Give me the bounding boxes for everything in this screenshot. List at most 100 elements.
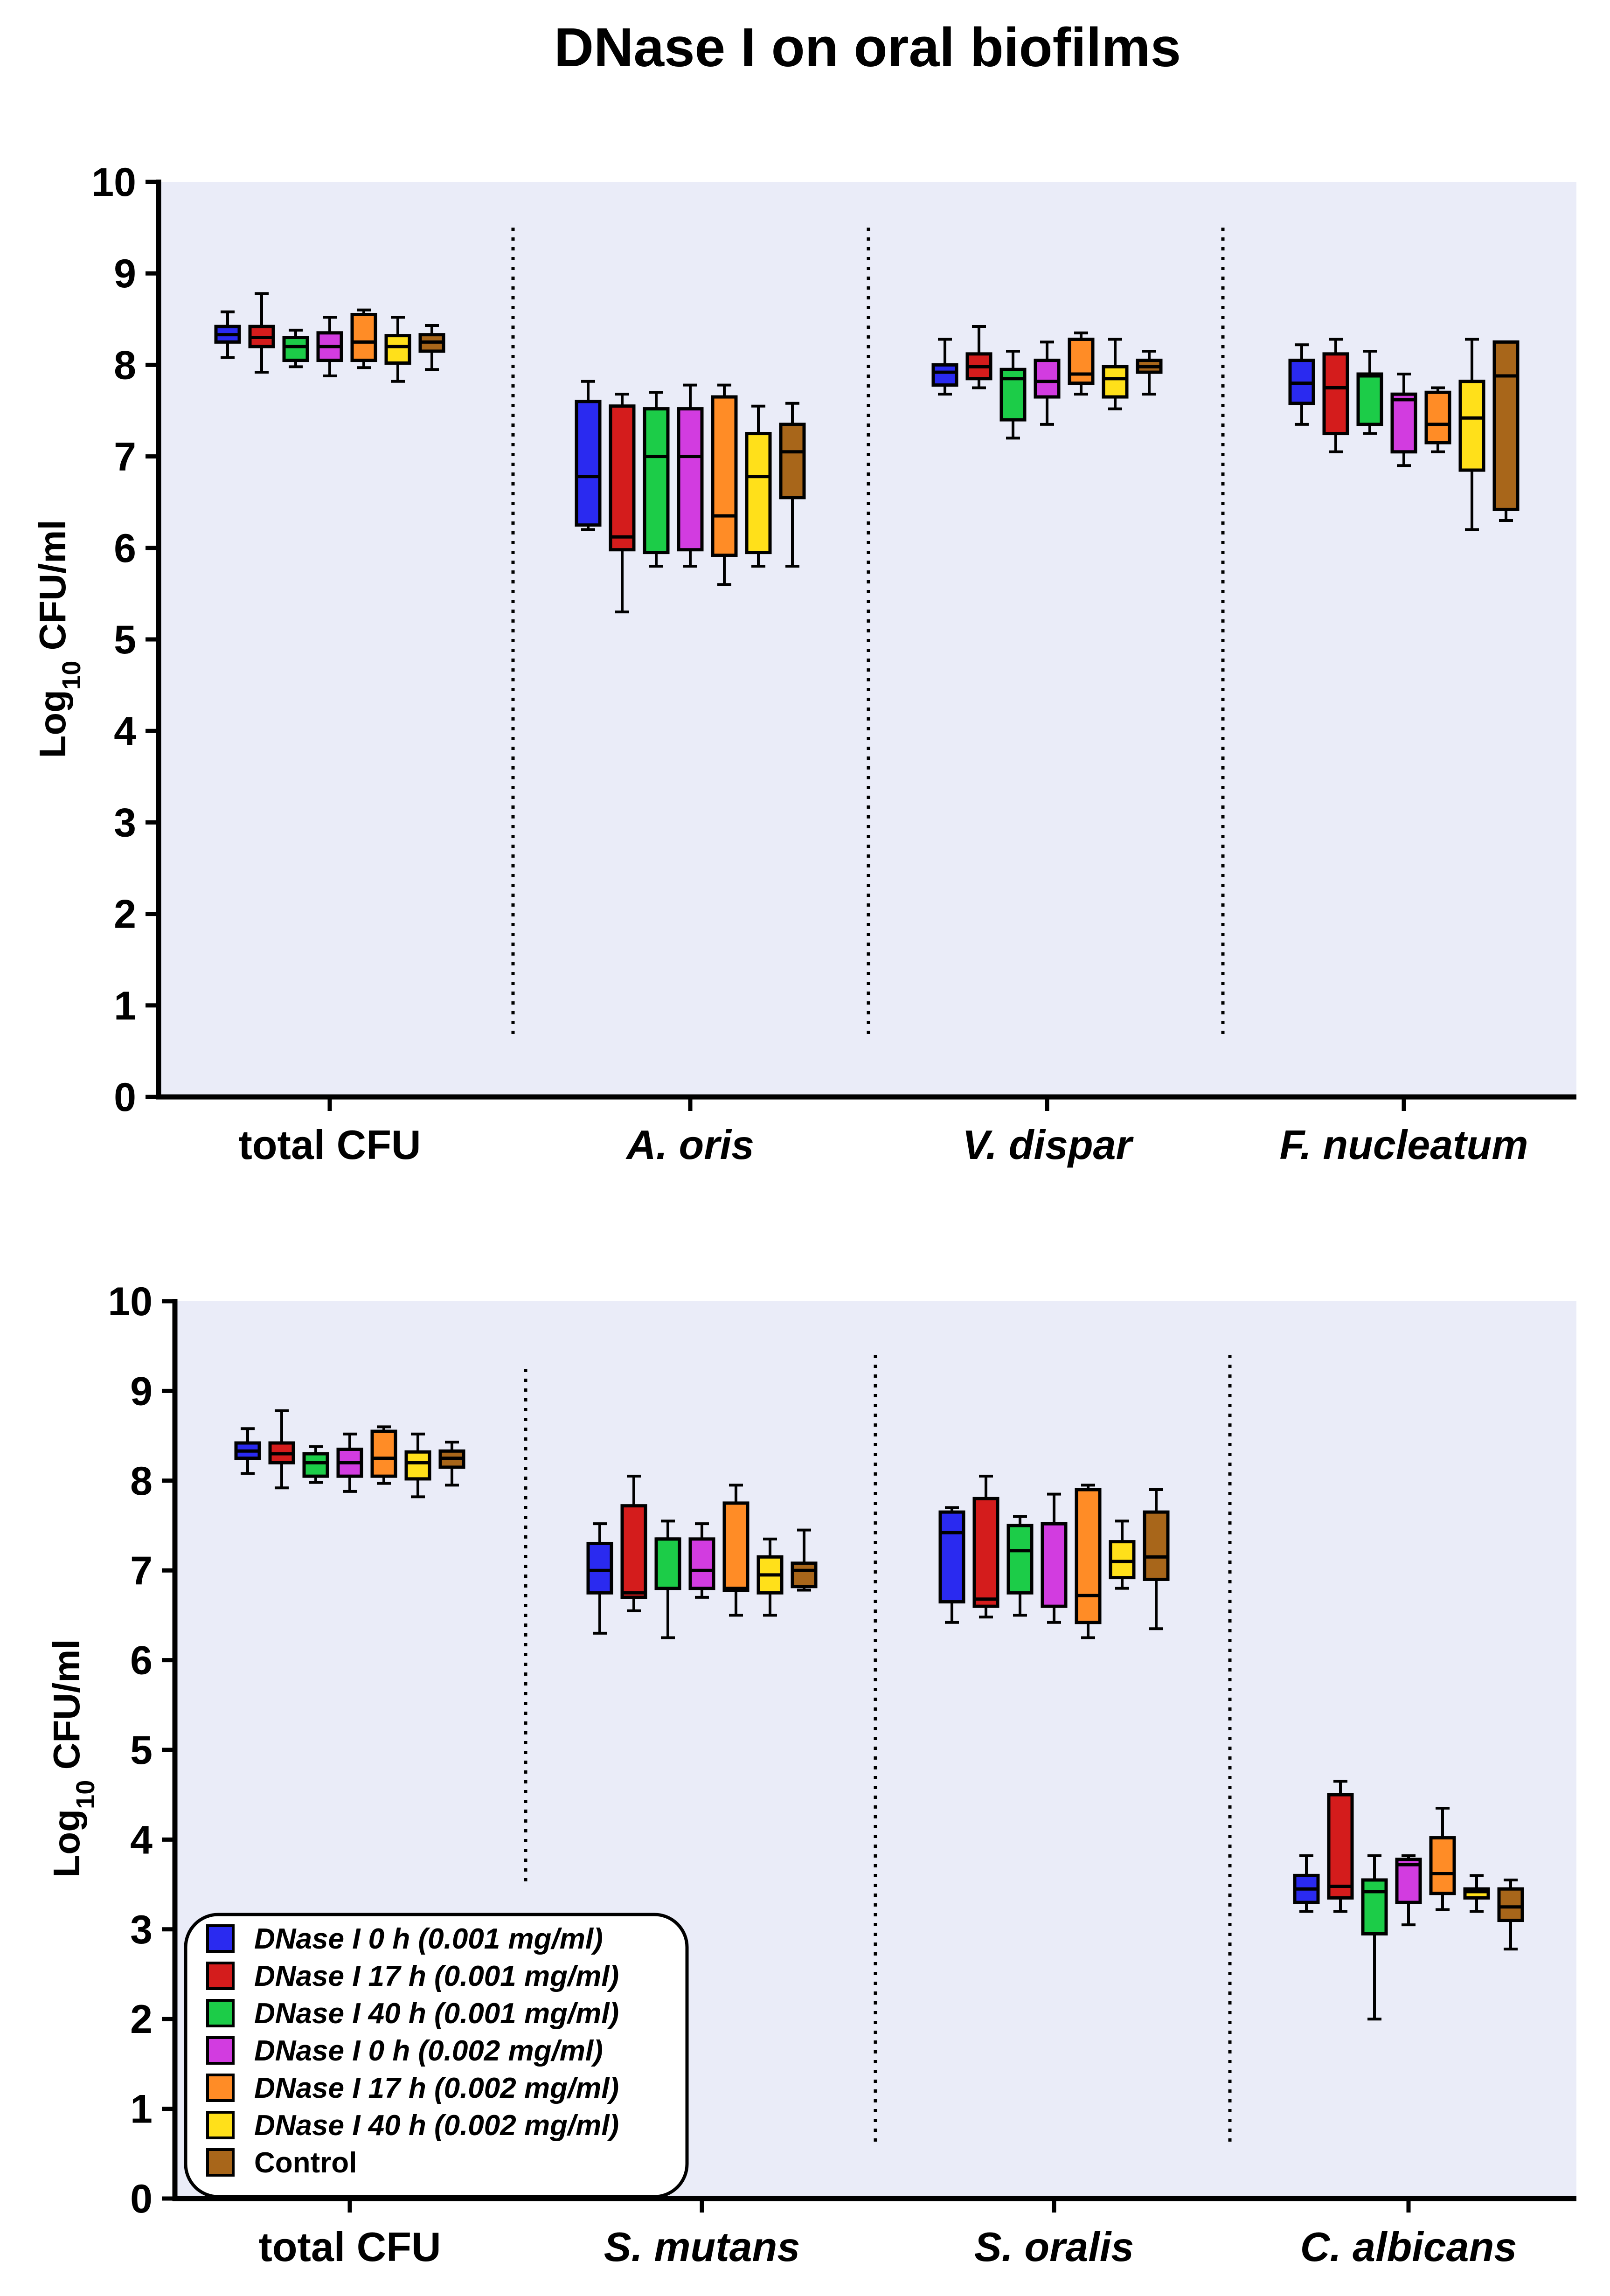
box-plot (1006, 1515, 1034, 1617)
x-category-label: C. albicans (1300, 2224, 1517, 2270)
box-plot (779, 402, 806, 568)
legend-swatch-dnase-17h-0002 (206, 2074, 235, 2102)
y-tick-label: 9 (114, 251, 136, 296)
x-category-label: total CFU (238, 1122, 421, 1168)
box-iqr (1395, 1858, 1422, 1904)
box-iqr (370, 1429, 397, 1478)
x-category-label: S. oralis (974, 2224, 1134, 2270)
legend-swatch-dnase-17h-0001 (206, 1962, 235, 1990)
y-tick-label: 0 (130, 2177, 153, 2221)
box-plot (1102, 338, 1129, 410)
y-tick-label: 4 (130, 1817, 153, 1862)
box-plot (688, 1522, 715, 1599)
box-plot (938, 1506, 965, 1624)
box-plot (316, 316, 343, 377)
y-tick-label: 4 (114, 709, 136, 754)
y-tick-label: 1 (130, 2087, 153, 2132)
box-plot (1327, 1780, 1354, 1913)
box-iqr (350, 312, 377, 362)
box-iqr (1429, 1836, 1456, 1895)
y-tick-label: 5 (114, 617, 136, 662)
box-iqr (384, 334, 411, 365)
box-plot (302, 1445, 329, 1484)
box-iqr (282, 336, 309, 362)
legend: DNase I 0 h (0.001 mg/ml) DNase I 17 h (… (184, 1913, 689, 2199)
legend-label-dnase-40h-0001: DNase I 40 h (0.001 mg/ml) (254, 1998, 619, 2030)
box-iqr (677, 407, 704, 552)
box-iqr (1143, 1510, 1170, 1581)
x-category-label: total CFU (258, 2224, 441, 2270)
y-tick-label: 6 (130, 1638, 153, 1683)
box-plot (722, 1484, 749, 1617)
box-iqr (404, 1450, 431, 1481)
box-iqr (1356, 372, 1383, 426)
box-plot (609, 393, 636, 614)
legend-swatch-dnase-0h-0002 (206, 2036, 235, 2065)
box-iqr (643, 407, 670, 555)
box-plot (972, 1475, 999, 1619)
box-plot (384, 316, 411, 383)
legend-label-dnase-0h-0001: DNase I 0 h (0.001 mg/ml) (254, 1923, 603, 1955)
box-iqr (791, 1561, 818, 1588)
legend-swatch-dnase-40h-0001 (206, 1999, 235, 2027)
box-iqr (1034, 359, 1061, 399)
y-tick-label: 3 (114, 800, 136, 845)
legend-label-dnase-40h-0002: DNase I 40 h (0.002 mg/ml) (254, 2109, 619, 2142)
legend-swatch-dnase-0h-0001 (206, 1924, 235, 1953)
box-plot (791, 1528, 818, 1592)
y-tick-label: 8 (114, 343, 136, 388)
legend-label-dnase-17h-0002: DNase I 17 h (0.002 mg/ml) (254, 2072, 619, 2104)
box-plot (1356, 349, 1383, 435)
box-iqr (938, 1510, 965, 1604)
box-plot (418, 324, 445, 371)
box-plot (336, 1432, 363, 1493)
box-plot (1429, 1807, 1456, 1911)
box-iqr (1390, 392, 1417, 454)
x-category-label: S. mutans (604, 2224, 800, 2270)
legend-frame (184, 1913, 689, 2199)
box-plot (370, 1425, 397, 1485)
box-iqr (1109, 1540, 1136, 1580)
box-iqr (620, 1504, 647, 1599)
box-iqr (586, 1541, 613, 1595)
box-plot (214, 310, 241, 359)
legend-label-dnase-17h-0001: DNase I 17 h (0.001 mg/ml) (254, 1960, 619, 1992)
box-iqr (722, 1501, 749, 1592)
legend-swatch-dnase-40h-0002 (206, 2111, 235, 2139)
box-plot (1492, 340, 1520, 522)
box-plot (1293, 1854, 1320, 1913)
box-iqr (302, 1452, 329, 1478)
box-plot (1458, 338, 1485, 531)
box-iqr (609, 404, 636, 552)
box-plot (1288, 343, 1315, 426)
box-plot (1136, 349, 1163, 396)
box-plot (654, 1519, 681, 1639)
box-plot (643, 391, 670, 568)
box-iqr (1068, 337, 1095, 385)
y-tick-label: 6 (114, 526, 136, 571)
box-plot (1361, 1854, 1388, 2021)
y-tick-label: 10 (108, 1279, 153, 1324)
box-iqr (654, 1537, 681, 1590)
box-plot (1041, 1492, 1068, 1624)
box-iqr (711, 395, 738, 557)
x-category-label: F. nucleatum (1280, 1122, 1528, 1168)
box-iqr (1458, 380, 1485, 472)
box-plot (1424, 386, 1451, 453)
y-tick-label: 9 (130, 1369, 153, 1414)
y-tick-label: 2 (114, 892, 136, 937)
box-plot (1143, 1488, 1170, 1630)
box-plot (350, 308, 377, 369)
box-plot (756, 1537, 784, 1617)
box-plot (1034, 340, 1061, 426)
y-tick-label: 10 (91, 160, 136, 205)
y-tick-label: 7 (130, 1548, 153, 1593)
box-iqr (1424, 390, 1451, 444)
box-iqr (972, 1497, 999, 1608)
box-plot (1075, 1484, 1102, 1639)
y-axis-label: Log10 CFU/ml (32, 520, 86, 758)
box-iqr (745, 432, 772, 555)
box-iqr (688, 1537, 715, 1590)
box-plot (268, 1409, 295, 1490)
